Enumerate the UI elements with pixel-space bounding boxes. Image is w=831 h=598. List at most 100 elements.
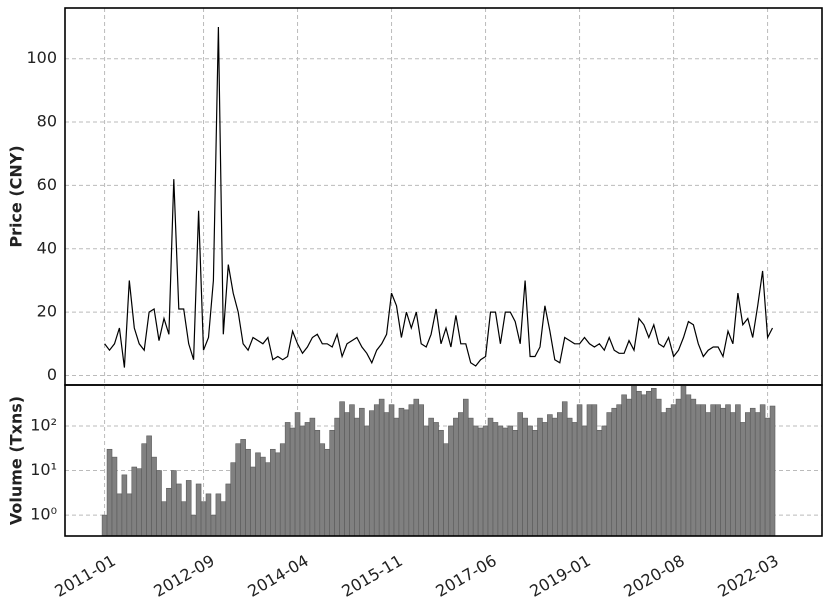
volume-bar [403,409,410,537]
x-tick-label: 2019-01 [526,551,593,598]
volume-bar [487,417,494,537]
volume-bar [304,422,311,537]
x-tick-label: 2011-01 [51,551,118,598]
volume-bar [547,414,553,537]
volume-bar [552,417,558,537]
volume-bar [344,412,350,537]
volume-bar [166,487,172,537]
volume-bar [329,429,335,537]
volume-bar [655,398,662,537]
volume-bar [413,398,420,537]
volume-bar [428,417,434,537]
x-tick-label: 2012-09 [150,551,217,598]
y-tick-label: 60 [37,175,57,194]
volume-bar [289,427,296,537]
volume-bar [561,401,568,537]
volume-bar [680,385,687,537]
volume-bar [725,404,731,537]
y-tick-label: 80 [37,112,57,131]
volume-bar [710,404,716,537]
volume-bar [215,493,222,537]
volume-bar [270,448,276,537]
volume-bar [467,417,474,537]
volume-bar [581,425,588,537]
volume-bar [448,425,454,537]
volume-bar [111,456,118,537]
volume-bar [378,398,385,537]
volume-bar [274,452,281,537]
volume-bar [675,398,682,537]
volume-bar [408,404,415,537]
volume-bar [319,443,326,537]
volume-bar [126,493,133,537]
volume-bar [393,417,400,537]
volume-bar [250,466,256,537]
volume-bar [324,448,331,537]
y-axis-label: Price (CNY) [7,145,26,247]
x-tick-label: 2022-03 [714,551,781,598]
volume-bar [458,412,464,537]
y-axis-label: Volume (Txns) [7,396,26,525]
volume-bar [631,385,637,537]
price-line [104,26,774,368]
volume-bar [334,417,340,537]
volume-bar [190,514,197,537]
volume-bar [497,425,504,537]
volume-bar [359,407,365,537]
volume-bar [477,427,484,537]
volume-bar [700,404,707,537]
volume-bar [769,405,776,537]
volume-bar [502,427,509,537]
x-tick-label: 2014-04 [244,551,311,598]
volume-bar [383,412,390,537]
volume-bar [507,425,514,537]
volume-bar [200,501,207,537]
volume-bar [265,462,271,537]
volume-bar [176,483,182,537]
y-tick-label: 10² [30,415,57,434]
volume-bar [571,422,578,537]
volume-bar [576,404,583,537]
volume-bar [260,456,266,537]
volume-bar [309,417,316,537]
volume-bar [690,398,697,537]
x-tick-label: 2017-06 [432,551,499,598]
volume-bar [522,417,528,537]
y-tick-label: 0 [47,365,57,384]
volume-bar [537,417,543,537]
volume-bar [443,443,449,537]
volume-bar [665,407,672,537]
axes-frame [64,384,823,537]
x-tick-label: 2020-08 [620,551,687,598]
volume-bar [146,435,152,537]
volume-bar [279,443,286,537]
volume-bar [591,404,598,537]
volume-bar [433,422,439,537]
volume-bar [646,390,652,537]
volume-bar [255,452,261,537]
volume-bar [482,425,489,537]
volume-bar [339,401,345,537]
volume-bar [195,483,202,537]
volume-bar [745,412,751,537]
volume-bar [462,398,469,537]
y-tick-label: 10⁰ [30,505,57,524]
volume-bar [180,501,187,537]
volume-bar [121,474,128,537]
volume-bar [636,390,642,537]
volume-bar [368,410,375,537]
volume-bar [418,404,425,537]
volume-bar [556,412,563,537]
volume-bar [749,407,756,537]
volume-bar [472,425,479,537]
volume-bar [235,443,241,537]
volume-bar [373,404,380,537]
volume-bar [641,394,647,537]
volume-bar [759,404,766,537]
volume-bar [621,394,627,537]
volume-bar [185,480,192,537]
volume-bar [205,493,212,537]
x-tick-label: 2015-11 [338,551,405,598]
volume-bar [670,404,677,537]
